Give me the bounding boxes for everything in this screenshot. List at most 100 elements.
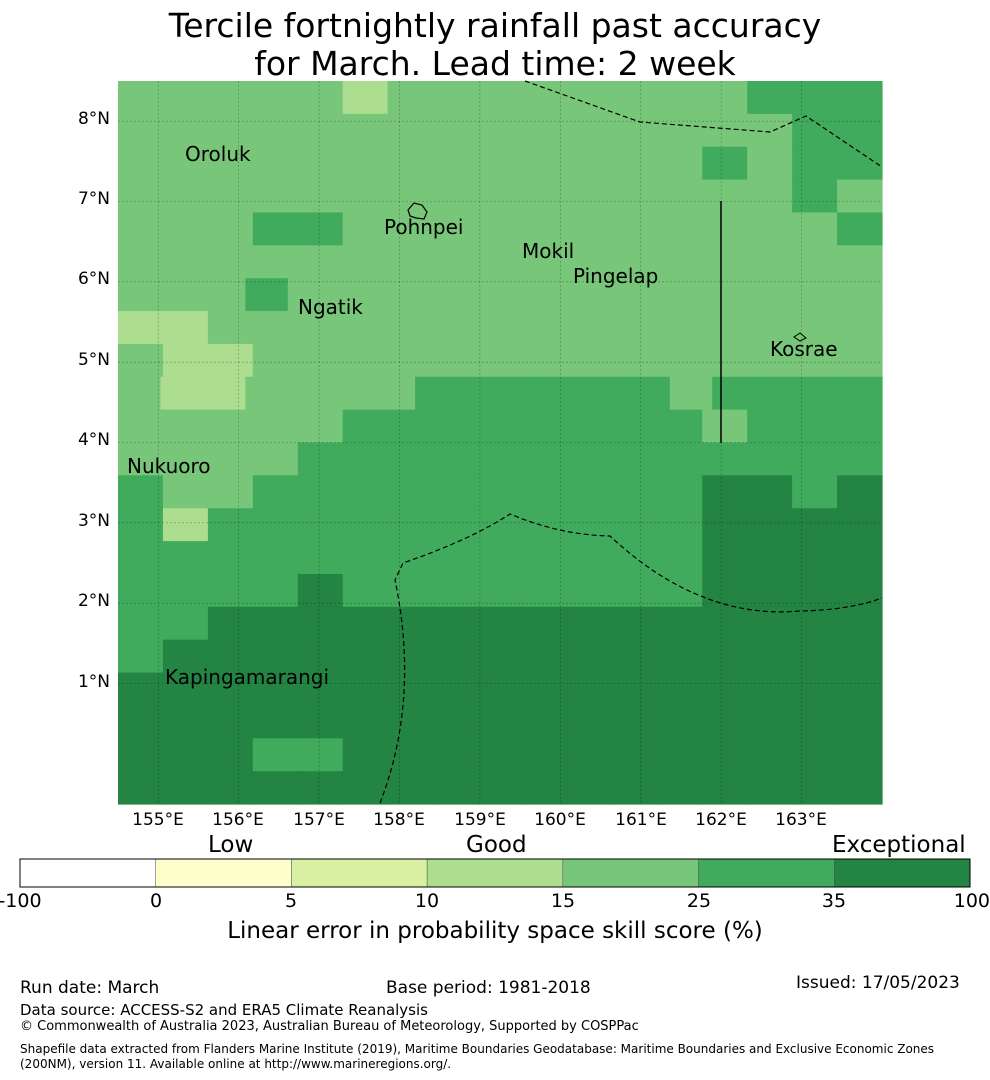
- skill-cell: [162, 113, 209, 148]
- skill-cell: [432, 639, 479, 674]
- skill-cell: [372, 376, 416, 411]
- skill-cell: [837, 606, 883, 641]
- skill-cell: [387, 771, 434, 805]
- lon-label-155e: 155°E: [132, 810, 184, 830]
- skill-cell: [297, 146, 344, 181]
- skill-cell: [387, 705, 434, 739]
- skill-cell: [252, 475, 299, 509]
- skill-cell: [657, 508, 703, 542]
- skill-cell: [297, 409, 344, 444]
- skill-cell: [287, 245, 331, 279]
- skill-cell: [297, 606, 344, 641]
- skill-cell: [567, 508, 613, 542]
- skill-cell: [342, 146, 389, 181]
- skill-cell: [657, 311, 703, 345]
- skill-cell: [387, 442, 434, 476]
- copyright: © Commonwealth of Australia 2023, Austra…: [20, 1019, 639, 1034]
- skill-cell: [387, 639, 434, 674]
- skill-cell: [162, 639, 209, 674]
- skill-cell: [207, 541, 254, 575]
- place-label-mokil: Mokil: [522, 239, 575, 263]
- skill-cell: [342, 541, 389, 575]
- skill-cell: [754, 376, 798, 411]
- skill-cell: [567, 442, 613, 476]
- skill-cell: [792, 573, 838, 608]
- skill-cell: [252, 179, 299, 214]
- skill-cell: [792, 442, 838, 476]
- skill-cell: [839, 278, 883, 312]
- lat-label-7n: 7°N: [77, 189, 110, 209]
- skill-cell: [162, 672, 209, 707]
- skill-cell: [287, 278, 331, 312]
- skill-cell: [457, 278, 501, 312]
- skill-cell: [702, 639, 748, 674]
- skill-cell: [415, 278, 459, 312]
- skill-cell: [342, 311, 389, 345]
- skill-cell: [837, 442, 883, 476]
- skill-cell: [252, 311, 299, 345]
- skill-cell: [657, 81, 703, 115]
- skill-cell: [702, 146, 748, 181]
- skill-cell: [118, 738, 164, 772]
- skill-cell: [162, 508, 209, 542]
- skill-cell: [612, 672, 658, 707]
- skill-cell: [500, 376, 544, 411]
- skill-cell: [297, 311, 344, 345]
- skill-cell: [477, 442, 524, 476]
- skill-cell: [252, 606, 299, 641]
- skill-cell: [567, 343, 613, 378]
- skill-cell: [432, 672, 479, 707]
- skill-cell: [118, 245, 162, 279]
- skill-cell: [522, 81, 569, 115]
- skill-cell: [792, 541, 838, 575]
- skill-cell: [584, 278, 628, 312]
- skill-cell: [162, 771, 209, 805]
- skill-cell: [432, 343, 479, 378]
- lon-label-161e: 161°E: [615, 810, 667, 830]
- data-source: Data source: ACCESS-S2 and ERA5 Climate …: [20, 1001, 428, 1019]
- skill-cell: [387, 475, 434, 509]
- skill-cell: [118, 343, 164, 378]
- skill-cell: [522, 606, 569, 641]
- shapefile-credit-2: (200NM), version 11. Available online at…: [20, 1057, 452, 1071]
- skill-cell: [207, 475, 254, 509]
- skill-cell: [657, 573, 703, 608]
- skill-cell: [542, 376, 586, 411]
- skill-cell: [160, 376, 204, 411]
- skill-cell: [457, 376, 501, 411]
- colorbar-tick-0: -100: [0, 890, 42, 912]
- eez-boundary-north: [524, 80, 883, 168]
- skill-cell: [162, 81, 209, 115]
- skill-cell: [612, 442, 658, 476]
- skill-cell: [477, 541, 524, 575]
- skill-cell: [432, 705, 479, 739]
- skill-cell: [702, 81, 748, 115]
- skill-cell: [522, 508, 569, 542]
- skill-cell: [657, 179, 703, 214]
- skill-cell: [297, 343, 344, 378]
- skill-cell: [297, 738, 344, 772]
- skill-cell: [584, 376, 628, 411]
- colorbar-tick-1: 0: [149, 890, 163, 912]
- colorbar-tick-7: 100: [953, 890, 990, 912]
- category-good: Good: [466, 832, 527, 858]
- skill-cell: [297, 212, 344, 246]
- skill-cell: [792, 343, 838, 378]
- skill-cell: [612, 343, 658, 378]
- skill-cell: [477, 639, 524, 674]
- skill-cell: [252, 442, 299, 476]
- lat-label-6n: 6°N: [77, 269, 110, 289]
- lon-label-157e: 157°E: [293, 810, 345, 830]
- skill-cell: [118, 409, 164, 444]
- skill-cell: [567, 639, 613, 674]
- lat-label-1n: 1°N: [77, 672, 110, 692]
- skill-cell: [612, 573, 658, 608]
- skill-cell: [702, 738, 748, 772]
- skill-cell: [522, 738, 569, 772]
- skill-cell: [792, 771, 838, 805]
- skill-cell: [297, 705, 344, 739]
- skill-cell: [342, 606, 389, 641]
- skill-cell: [207, 639, 254, 674]
- skill-cell: [702, 409, 748, 444]
- skill-cell: [837, 738, 883, 772]
